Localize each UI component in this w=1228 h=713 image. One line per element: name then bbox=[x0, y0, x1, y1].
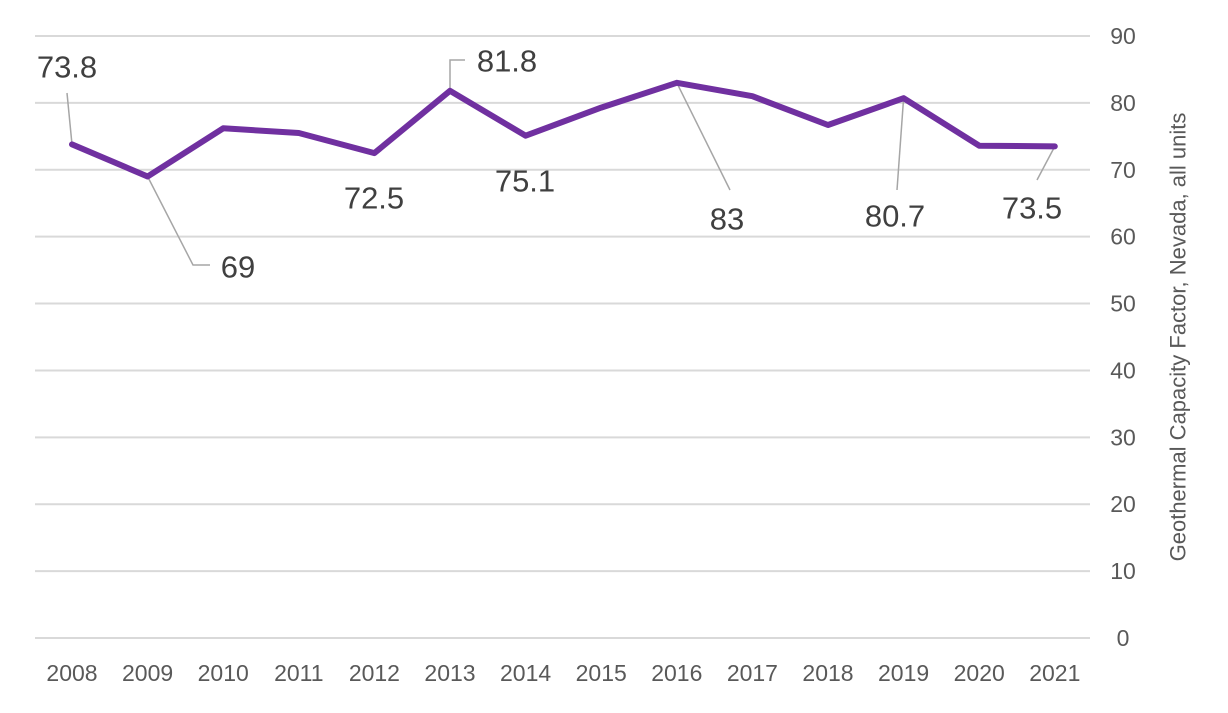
x-tick-label: 2011 bbox=[274, 660, 323, 686]
x-tick-label: 2014 bbox=[500, 660, 551, 686]
y-tick-label: 30 bbox=[1110, 424, 1136, 450]
gridlines bbox=[35, 35, 1090, 639]
x-tick-label: 2015 bbox=[576, 660, 627, 686]
x-tick-label: 2012 bbox=[349, 660, 400, 686]
leader-line bbox=[1036, 146, 1056, 181]
data-point bbox=[976, 143, 982, 149]
series-layer bbox=[69, 79, 1058, 180]
data-point bbox=[598, 105, 604, 111]
y-tick-label: 60 bbox=[1110, 224, 1136, 250]
y-axis-title: Geothermal Capacity Factor, Nevada, all … bbox=[1166, 113, 1191, 562]
data-point bbox=[1052, 143, 1058, 149]
data-label: 75.1 bbox=[495, 164, 555, 199]
data-point bbox=[901, 95, 907, 101]
data-label: 73.8 bbox=[37, 50, 97, 85]
y-tick-label: 80 bbox=[1110, 90, 1136, 116]
data-label: 69 bbox=[221, 250, 255, 285]
x-tick-label: 2021 bbox=[1029, 660, 1080, 686]
data-point bbox=[69, 141, 75, 147]
data-point bbox=[296, 130, 302, 136]
y-tick-label: 10 bbox=[1110, 558, 1136, 584]
y-tick-label: 0 bbox=[1117, 625, 1130, 651]
x-tick-label: 2016 bbox=[651, 660, 702, 686]
x-tick-label: 2017 bbox=[727, 660, 778, 686]
x-axis-ticks: 2008 2009 2010 2011 2012 2013 2014 2015 2016 2017… bbox=[46, 660, 1080, 686]
data-label: 81.8 bbox=[477, 44, 537, 79]
x-tick-label: 2010 bbox=[198, 660, 249, 686]
data-label: 72.5 bbox=[344, 181, 404, 216]
y-tick-label: 70 bbox=[1110, 157, 1136, 183]
data-point bbox=[749, 93, 755, 99]
data-labels: 73.8 69 72.5 81.8 75.1 83 80.7 73.5 bbox=[37, 44, 1062, 285]
data-point bbox=[674, 80, 680, 86]
x-tick-label: 2020 bbox=[954, 660, 1005, 686]
y-tick-label: 50 bbox=[1110, 291, 1136, 317]
leader-line bbox=[66, 92, 73, 145]
data-point bbox=[145, 173, 151, 179]
leader-line bbox=[676, 82, 731, 191]
leader-line bbox=[146, 176, 210, 266]
x-tick-label: 2009 bbox=[122, 660, 173, 686]
data-label: 83 bbox=[710, 202, 744, 237]
y-tick-label: 20 bbox=[1110, 491, 1136, 517]
y-tick-label: 40 bbox=[1110, 357, 1136, 383]
leader-line bbox=[896, 98, 905, 191]
leader-line bbox=[449, 59, 465, 91]
series-line bbox=[69, 79, 1058, 180]
y-axis-ticks: 0 10 20 30 40 50 60 70 80 90 bbox=[1110, 23, 1136, 651]
data-point bbox=[220, 125, 226, 131]
x-tick-label: 2019 bbox=[878, 660, 929, 686]
data-point bbox=[825, 122, 831, 128]
data-point bbox=[447, 88, 453, 94]
x-tick-label: 2013 bbox=[424, 660, 475, 686]
x-tick-label: 2008 bbox=[46, 660, 97, 686]
data-point bbox=[371, 150, 377, 156]
x-tick-label: 2018 bbox=[802, 660, 853, 686]
y-tick-label: 90 bbox=[1110, 23, 1136, 49]
data-point bbox=[523, 133, 529, 139]
data-label: 80.7 bbox=[865, 199, 925, 234]
label-leader-lines bbox=[66, 59, 1056, 266]
data-label: 73.5 bbox=[1002, 191, 1062, 226]
